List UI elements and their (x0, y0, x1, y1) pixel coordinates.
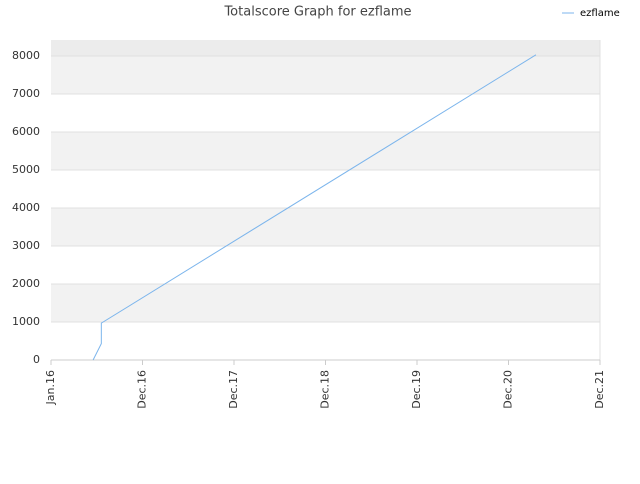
x-tick-label: Dec.16 (136, 370, 149, 409)
x-tick-label: Dec.19 (410, 370, 423, 409)
legend-label: ezflame (580, 8, 620, 19)
grid-band (51, 131, 600, 170)
grid-band (51, 245, 600, 284)
y-tick-label: 5000 (12, 163, 40, 176)
y-tick-label: 8000 (12, 49, 40, 62)
data-line (92, 54, 537, 361)
x-tick-label: Dec.18 (319, 370, 332, 409)
x-tick-label: Dec.20 (502, 370, 515, 409)
grid-band (51, 93, 600, 132)
x-tick-label: Dec.17 (227, 370, 240, 409)
grid-band (51, 207, 600, 246)
x-tick-label: Jan.16 (44, 370, 57, 405)
x-tick-label: Dec.21 (593, 370, 606, 409)
y-tick-label: 3000 (12, 239, 40, 252)
y-tick-label: 2000 (12, 277, 40, 290)
grid-band (51, 40, 600, 56)
y-tick-label: 6000 (12, 125, 40, 138)
grid-band (51, 55, 600, 94)
y-tick-label: 7000 (12, 87, 40, 100)
chart-title: Totalscore Graph for ezflame (223, 5, 411, 20)
grid-band (51, 321, 600, 360)
grid-band (51, 283, 600, 322)
y-tick-label: 0 (33, 353, 40, 366)
y-tick-label: 4000 (12, 201, 40, 214)
grid-band (51, 169, 600, 208)
y-tick-label: 1000 (12, 315, 40, 328)
